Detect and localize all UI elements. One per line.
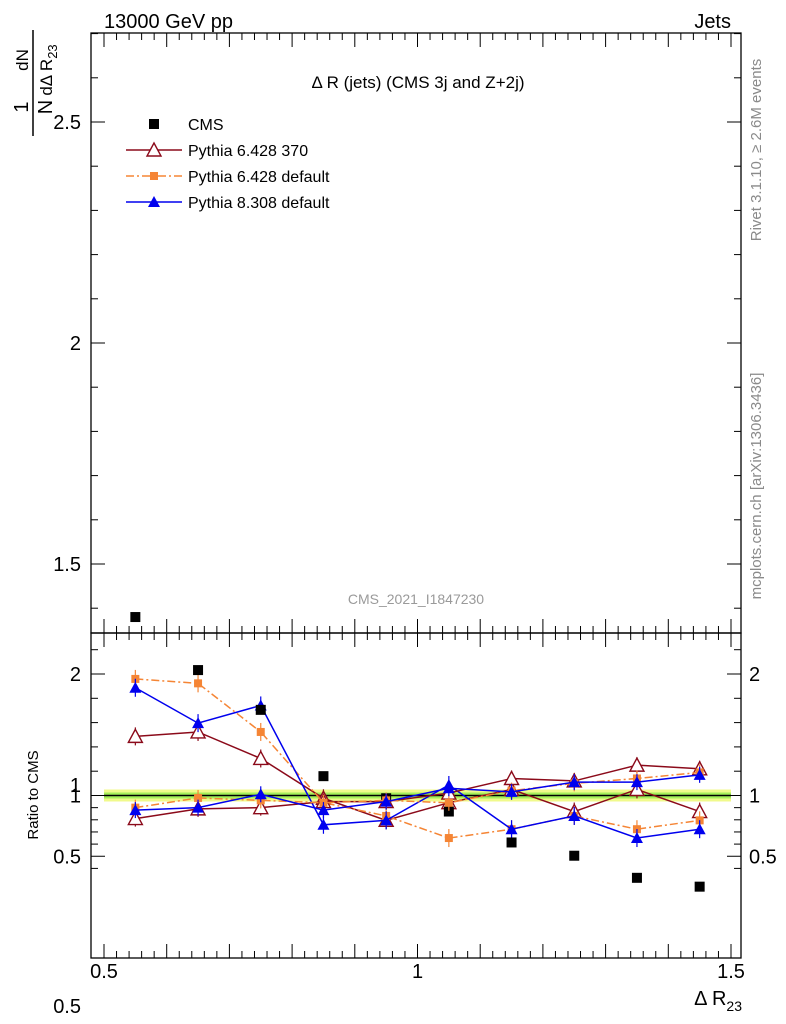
cms-data-point (193, 665, 204, 676)
x-tick-label: 0.5 (90, 961, 118, 983)
ratio-point (192, 801, 205, 813)
legend-marker (145, 141, 163, 157)
plot-title: Δ R (jets) (CMS 3j and Z+2j) (311, 73, 524, 92)
legend-marker (148, 196, 160, 207)
data-point (693, 823, 706, 835)
ratio-point (194, 793, 203, 802)
legend-marker (150, 172, 158, 180)
series-line (135, 731, 700, 822)
main-y-tick-label: 1 (70, 775, 81, 797)
series-main-pythia-6-428-370 (127, 722, 708, 830)
legend-label: Pythia 6.428 default (188, 169, 330, 186)
ratio-y-tick-label: 1 (70, 786, 81, 808)
legend-label: Pythia 8.308 default (188, 195, 330, 212)
ratio-point (380, 795, 393, 807)
series-line (135, 678, 700, 839)
series-line (134, 687, 700, 839)
cms-data-point (443, 806, 454, 817)
legend-label: Pythia 6.428 370 (188, 143, 308, 160)
y-axis-title-denominator: NdΔ R23 (35, 44, 60, 114)
series-layer (127, 612, 708, 892)
ratio-y-axis-title: Ratio to CMS (25, 750, 42, 839)
ratio-point (127, 810, 144, 826)
x-tick-label: 1 (412, 961, 423, 983)
ratio-y-tick-label-right: 1 (749, 786, 760, 808)
ratio-point (444, 798, 453, 807)
ratio-line (135, 764, 700, 820)
header-process: Jets (694, 11, 731, 33)
mcplots-label: mcplots.cern.ch [arXiv:1306.3436] (748, 373, 765, 600)
axes: 0.511.522.50.5 0.51 12 20.5 1 1.5 (53, 32, 777, 1018)
cms-data-point (694, 881, 705, 892)
main-y-tick-label: 2.5 (53, 112, 81, 134)
ratio-point (568, 776, 581, 788)
legend-label: CMS (188, 117, 224, 134)
ratio-point (505, 785, 518, 797)
data-point (505, 823, 518, 835)
x-axis-title: Δ R23 (694, 988, 742, 1014)
ratio-point (693, 768, 706, 780)
ratio-point (254, 788, 267, 800)
data-point (256, 727, 265, 736)
data-point (317, 818, 330, 830)
y-axis-title-frac: 1dN (11, 49, 33, 112)
header-energy: 13000 GeV pp (104, 11, 233, 33)
series-main-cms (130, 612, 705, 892)
cms-data-point (130, 612, 141, 623)
legend-item: Pythia 6.428 default (126, 169, 330, 186)
ratio-y-tick-label-right: 0.5 (749, 846, 777, 868)
data-point (444, 834, 453, 843)
data-point (129, 681, 142, 693)
data-point (127, 727, 144, 744)
cms-data-point (569, 850, 580, 861)
ratio-point (628, 756, 646, 772)
legend-marker-cms (149, 119, 159, 129)
ratio-line (135, 771, 700, 809)
series-main-pythia-8-308-default (129, 678, 706, 848)
cms-data-point (631, 872, 642, 883)
data-point (630, 832, 643, 844)
series-main-pythia-6-428-default (131, 669, 704, 848)
main-y-tick-label: 2 (70, 333, 81, 355)
ratio-point (317, 804, 330, 816)
cms-data-point (318, 771, 329, 782)
data-point (380, 814, 393, 826)
data-point (194, 679, 203, 688)
x-tick-label: 1.5 (717, 961, 745, 983)
ratio-y-tick-label: 2 (70, 664, 81, 686)
ratio-y-tick-label: 0.5 (53, 846, 81, 868)
data-point (252, 750, 269, 766)
series-ratio-pythia-8-308-default (129, 766, 706, 819)
legend-item: Pythia 8.308 default (126, 195, 330, 212)
cms-data-point (506, 837, 517, 848)
ratio-point (442, 782, 455, 794)
ratio-line (135, 774, 700, 811)
main-y-tick-label: 0.5 (53, 996, 81, 1018)
watermark: CMS_2021_I1847230 (348, 591, 484, 607)
legend-item: Pythia 6.428 370 (126, 141, 308, 160)
main-y-axis-title: 1dN NdΔ R23 (11, 30, 60, 136)
ratio-point (129, 804, 142, 816)
data-point (192, 717, 205, 729)
ratio-point (630, 776, 643, 788)
legend: CMS Pythia 6.428 370 Pythia 6.428 default P… (126, 117, 330, 212)
main-y-tick-label: 1.5 (53, 554, 81, 576)
data-point (568, 809, 581, 821)
ratio-y-tick-label-right: 2 (749, 664, 760, 686)
legend-item: CMS (149, 117, 224, 134)
rivet-label: Rivet 3.1.10, ≥ 2.6M events (748, 59, 765, 242)
cms-data-point (255, 704, 266, 715)
